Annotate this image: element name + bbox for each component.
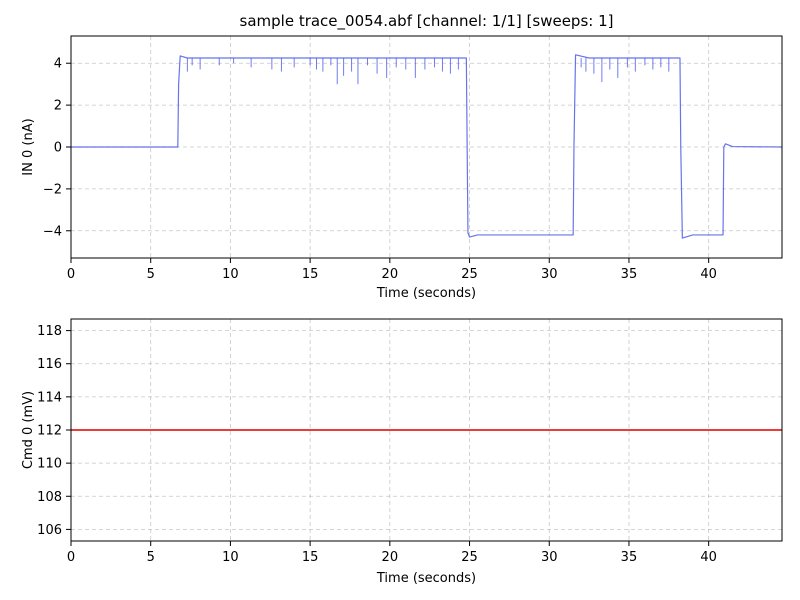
x-tick-label-4: 20 [382, 267, 399, 282]
y-tick-label-2: 0 [54, 141, 62, 156]
x-tick-label-4: 20 [382, 550, 399, 565]
y-tick-label-2: 110 [37, 457, 62, 472]
x-tick-label-7: 35 [621, 550, 638, 565]
x-axis-label: Time (seconds) [376, 571, 476, 586]
x-tick-label-6: 30 [541, 267, 558, 282]
y-tick-label-0: 106 [37, 523, 62, 538]
series-line-0 [71, 54, 782, 239]
x-tick-label-2: 10 [222, 267, 239, 282]
y-tick-label-1: 108 [37, 490, 62, 505]
y-tick-label-4: 114 [37, 390, 62, 405]
y-tick-label-4: 4 [54, 57, 62, 72]
x-tick-label-5: 25 [461, 550, 478, 565]
y-tick-label-6: 118 [37, 324, 62, 339]
y-axis-label: Cmd 0 (mV) [21, 391, 36, 469]
y-tick-label-3: 2 [54, 99, 62, 114]
y-tick-label-5: 116 [37, 357, 62, 372]
x-tick-label-1: 5 [147, 267, 155, 282]
x-tick-label-0: 0 [67, 550, 75, 565]
y-axis-label: IN 0 (nA) [21, 118, 36, 175]
x-tick-label-3: 15 [302, 550, 319, 565]
y-tick-label-3: 112 [37, 424, 62, 439]
chart-title: sample trace_0054.abf [channel: 1/1] [sw… [240, 12, 614, 31]
x-tick-label-0: 0 [67, 267, 75, 282]
x-tick-label-7: 35 [621, 267, 638, 282]
plot-area [71, 54, 782, 239]
x-tick-label-8: 40 [700, 267, 717, 282]
y-tick-label-0: −4 [43, 224, 62, 239]
x-tick-label-1: 5 [147, 550, 155, 565]
x-tick-label-8: 40 [700, 550, 717, 565]
chart-in0-current: 0 5 10 15 20 25 30 35 40 −4 −2 0 2 4 Time (seconds) IN … [21, 12, 783, 301]
chart-cmd0-voltage: 0 5 10 15 20 25 30 35 40 106 108 110 112 114 116 118 Tim… [21, 318, 783, 586]
x-axis-label: Time (seconds) [376, 286, 476, 301]
x-tick-label-6: 30 [541, 550, 558, 565]
x-tick-label-5: 25 [461, 267, 478, 282]
y-tick-label-1: −2 [43, 182, 62, 197]
x-tick-label-3: 15 [302, 267, 319, 282]
x-tick-label-2: 10 [222, 550, 239, 565]
